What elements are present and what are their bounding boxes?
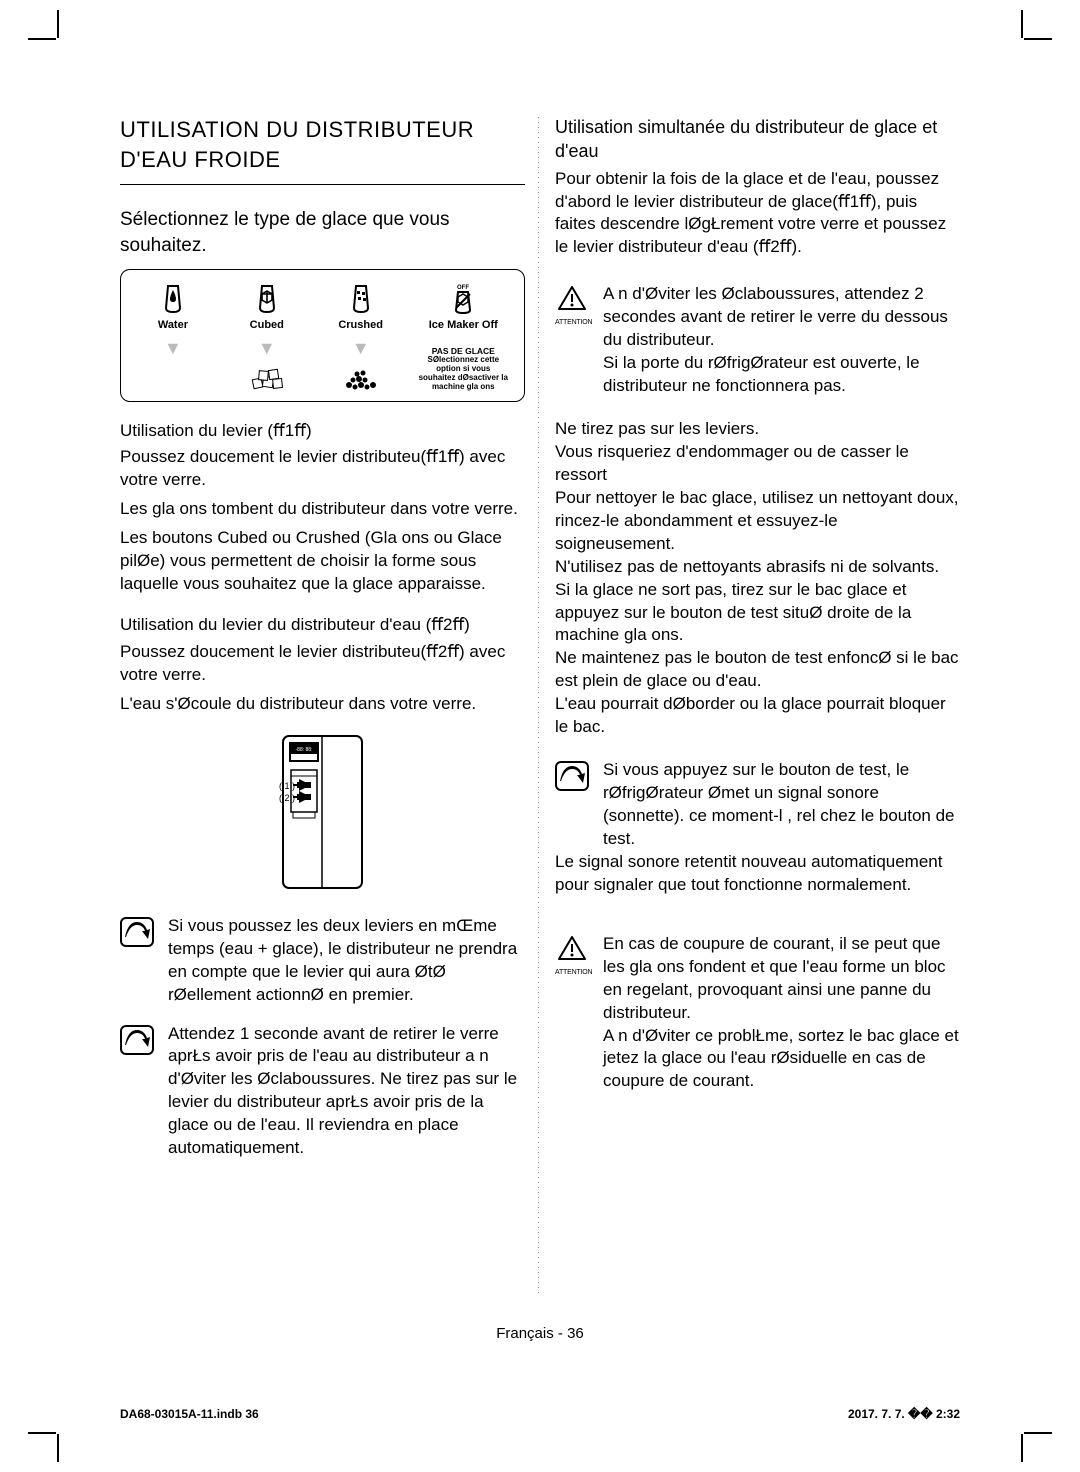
print-timestamp: 2017. 7. 7. �� 2:32 — [848, 1406, 960, 1422]
note-icon — [555, 761, 589, 791]
option-water: Water ▼ — [129, 280, 217, 395]
option-label: Ice Maker Off — [429, 318, 498, 333]
crop-mark — [57, 10, 59, 38]
option-label: Water — [158, 318, 188, 333]
svg-text:-88: 88:: -88: 88: — [296, 747, 313, 753]
crushed-pile-icon — [341, 367, 381, 391]
crop-mark — [57, 1434, 59, 1462]
note-text: Si vous poussez les deux leviers en mŒme… — [168, 915, 525, 1007]
subsection-heading: Utilisation simultanée du distributeur d… — [555, 115, 960, 164]
note-block: Si vous appuyez sur le bouton de test, l… — [555, 759, 960, 851]
crushed-icon — [344, 280, 378, 314]
left-column: UTILISATION DU DISTRIBUTEUR D'EAU FROIDE… — [120, 115, 525, 1160]
attention-block: ATTENTION A n d'Øviter les Øclaboussures… — [555, 283, 960, 398]
svg-text:OFF: OFF — [457, 285, 469, 291]
attention-block: ATTENTION En cas de coupure de courant, … — [555, 933, 960, 1094]
option-crushed: Crushed ▼ — [317, 280, 405, 395]
right-column: Utilisation simultanée du distributeur d… — [555, 115, 960, 1160]
note-icon — [120, 917, 154, 947]
fridge-figure: -88: 88: ( 1 ) ( 2 ) — [120, 732, 525, 899]
paragraph: Poussez doucement le levier distributeu(… — [120, 446, 525, 492]
subheading: Utilisation du levier (ﬀ1ﬀ) — [120, 420, 525, 443]
paragraph-block: Ne tirez pas sur les leviers. Vous risqu… — [555, 418, 960, 739]
attention-icon: ATTENTION — [555, 935, 589, 977]
paragraph: Pour obtenir la fois de la glace et de l… — [555, 168, 960, 260]
title-rule — [120, 184, 525, 185]
note-block: Attendez 1 seconde avant de retirer le v… — [120, 1023, 525, 1161]
option-icemaker-off: OFF Ice Maker Off PAS DE GLACE SØlection… — [411, 280, 516, 395]
ice-cubes-icon — [247, 367, 287, 391]
option-cubed: Cubed ▼ — [223, 280, 311, 395]
arrow-down-icon: ▼ — [258, 339, 276, 357]
job-id: DA68-03015A-11.indb 36 — [120, 1406, 259, 1422]
attention-text: En cas de coupure de courant, il se peut… — [603, 933, 960, 1094]
subheading: Utilisation du levier du distributeur d'… — [120, 614, 525, 637]
paragraph: Le signal sonore retentit nouveau automa… — [555, 851, 960, 897]
dispenser-panel: Water ▼ Cubed ▼ — [120, 269, 525, 402]
no-ice-text: PAS DE GLACE SØlectionnez cette option s… — [418, 347, 508, 392]
option-label: Crushed — [338, 318, 383, 333]
svg-text:( 2 ): ( 2 ) — [279, 793, 295, 803]
arrow-down-icon: ▼ — [352, 339, 370, 357]
option-label: Cubed — [250, 318, 284, 333]
crop-mark — [1021, 1434, 1023, 1462]
paragraph: Les gla ons tombent du distributeur dans… — [120, 498, 525, 521]
section-title: UTILISATION DU DISTRIBUTEUR D'EAU FROIDE — [120, 115, 525, 174]
crop-mark — [1021, 10, 1023, 38]
cubed-icon — [250, 280, 284, 314]
paragraph: L'eau s'Øcoule du distributeur dans votr… — [120, 693, 525, 716]
arrow-down-icon: ▼ — [164, 339, 182, 357]
water-icon — [156, 280, 190, 314]
crop-mark — [28, 1432, 56, 1434]
crop-mark — [28, 38, 56, 40]
subsection-heading: Sélectionnez le type de glace que vous s… — [120, 207, 525, 258]
icemaker-off-icon: OFF — [446, 280, 480, 314]
print-job-bar: DA68-03015A-11.indb 36 2017. 7. 7. �� 2:… — [120, 1406, 960, 1422]
note-text: Attendez 1 seconde avant de retirer le v… — [168, 1023, 525, 1161]
attention-text: A n d'Øviter les Øclaboussures, attendez… — [603, 283, 960, 398]
page-footer: Français - 36 — [0, 1324, 1080, 1344]
paragraph: Poussez doucement le levier distributeu(… — [120, 641, 525, 687]
svg-text:( 1 ): ( 1 ) — [279, 781, 295, 791]
note-block: Si vous poussez les deux leviers en mŒme… — [120, 915, 525, 1007]
crop-mark — [1024, 38, 1052, 40]
attention-icon: ATTENTION — [555, 285, 589, 327]
crop-mark — [1024, 1432, 1052, 1434]
paragraph: Les boutons Cubed ou Crushed (Gla ons ou… — [120, 527, 525, 596]
note-icon — [120, 1025, 154, 1055]
note-text: Si vous appuyez sur le bouton de test, l… — [603, 759, 960, 851]
